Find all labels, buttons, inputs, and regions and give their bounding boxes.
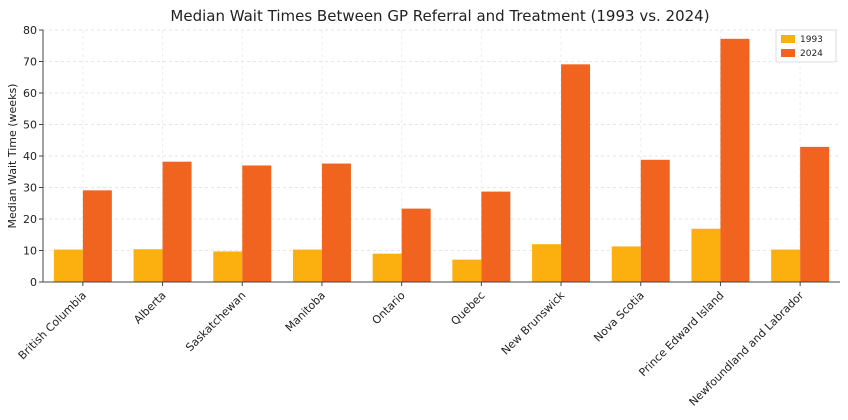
bar-1993-alberta [133, 249, 163, 282]
bar-2024-saskatchewan [242, 165, 272, 282]
legend-swatch-2024 [781, 49, 795, 57]
bar-1993-newfoundland-and-labrador [771, 249, 801, 282]
bar-2024-new-brunswick [561, 64, 591, 283]
bar-2024-quebec [481, 191, 511, 282]
chart-title: Median Wait Times Between GP Referral an… [170, 7, 709, 25]
bar-1993-british-columbia [53, 249, 83, 282]
y-tick-label: 10 [23, 245, 37, 258]
x-tick-label: Saskatchewan [183, 289, 248, 354]
bar-1993-saskatchewan [213, 251, 243, 282]
legend: 1993 2024 [775, 29, 837, 63]
y-tick-label: 50 [23, 119, 37, 132]
y-tick-label: 80 [23, 24, 37, 37]
bar-2024-alberta [162, 161, 192, 282]
bars [53, 38, 830, 283]
y-tick-label: 60 [23, 87, 37, 100]
bar-2024-ontario [401, 208, 431, 282]
bar-1993-ontario [372, 253, 402, 282]
bar-2024-prince-edward-island [720, 38, 750, 282]
bar-2024-manitoba [321, 163, 351, 282]
y-tick-label: 30 [23, 182, 37, 195]
bar-1993-manitoba [292, 249, 322, 282]
x-tick-label: Manitoba [283, 289, 328, 334]
bar-2024-nova-scotia [640, 159, 670, 282]
y-tick-labels: 0 10 20 30 40 50 60 70 80 [23, 24, 43, 289]
x-tick-labels: British Columbia Alberta Saskatchewan Manit… [16, 282, 807, 409]
bar-1993-nova-scotia [611, 246, 641, 282]
y-tick-label: 70 [23, 56, 37, 69]
y-tick-label: 40 [23, 150, 37, 163]
legend-swatch-1993 [781, 35, 795, 43]
bar-1993-quebec [452, 259, 482, 282]
y-axis-label: Median Wait Time (weeks) [6, 84, 19, 229]
x-tick-label: Prince Edward Island [636, 289, 726, 379]
bar-1993-new-brunswick [532, 244, 562, 282]
legend-label-1993: 1993 [800, 35, 823, 45]
x-tick-label: British Columbia [16, 289, 89, 362]
y-tick-label: 20 [23, 213, 37, 226]
legend-label-2024: 2024 [800, 49, 823, 59]
y-tick-label: 0 [30, 276, 37, 289]
x-tick-label: Alberta [131, 289, 168, 326]
bar-1993-prince-edward-island [691, 228, 721, 282]
bar-2024-british-columbia [82, 190, 112, 282]
x-tick-label: New Brunswick [499, 288, 568, 357]
x-tick-label: Nova Scotia [591, 289, 647, 345]
x-tick-label: Quebec [448, 289, 487, 328]
x-tick-label: Ontario [370, 289, 408, 327]
bar-2024-newfoundland-and-labrador [800, 146, 830, 282]
